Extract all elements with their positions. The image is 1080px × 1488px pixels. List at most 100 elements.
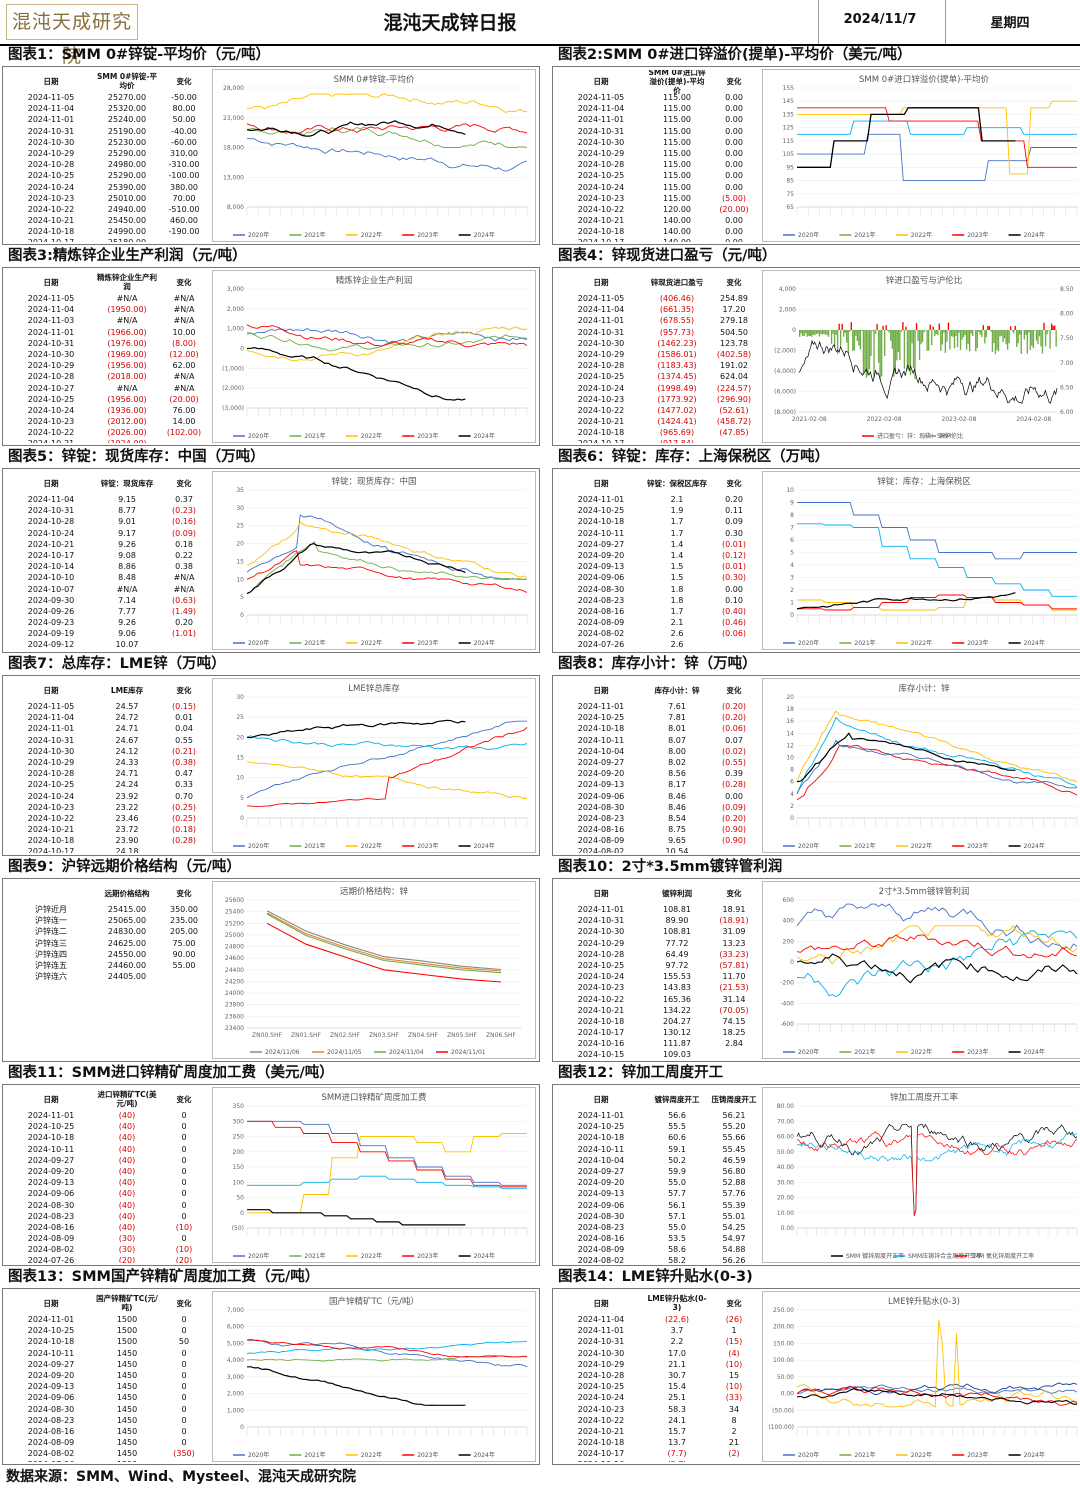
bar bbox=[1038, 330, 1041, 337]
table-row: 2024-07-26 2.6 bbox=[556, 639, 760, 650]
legend-label: 2024年 bbox=[1024, 639, 1045, 647]
table-cell: 2024-08-09 bbox=[577, 618, 625, 628]
table-cell: (1462.23) bbox=[657, 338, 697, 348]
table-cell: 55.66 bbox=[722, 1133, 746, 1143]
table-cell: 2024-10-18 bbox=[577, 1438, 625, 1448]
table-row: 2024-10-18 (40) 0 bbox=[6, 1132, 210, 1143]
table-cell: 2024-10-31 bbox=[27, 338, 75, 348]
data-table: 日期 SMM 0#进口锌溢价(提单)-平均价 变化 2024-11-05 115.00 0… bbox=[556, 70, 760, 242]
chart-area: 2寸*3.5mm镀锌管利润 600 400 200 0 -200 -400 -600 2020年… bbox=[762, 881, 1080, 1059]
table-cell: 55.01 bbox=[722, 1211, 746, 1221]
bar bbox=[990, 330, 992, 332]
table-row: 2024-10-31 2.2 (15) bbox=[556, 1336, 760, 1347]
table-cell: 2024-11-01 bbox=[577, 1326, 625, 1336]
table-row: 2024-10-17(917.84) bbox=[556, 438, 760, 443]
table-row: 2024-10-29 77.72 13.23 bbox=[556, 938, 760, 949]
table-row: 2024-11-04 115.00 0.00 bbox=[556, 103, 760, 114]
table-cell: 2024-10-31 bbox=[577, 916, 625, 926]
table-row: 2024-10-18 24990.00 -190.00 bbox=[6, 226, 210, 237]
table-cell: 1.4 bbox=[670, 539, 684, 549]
table-cell: 55.0 bbox=[668, 1178, 686, 1188]
bar bbox=[959, 330, 962, 350]
table-cell: 55.20 bbox=[722, 1122, 746, 1132]
table-cell: 2024-10-21 bbox=[6, 438, 96, 443]
y-tick-label: 23800 bbox=[225, 1002, 244, 1009]
table-row: 2024-10-11 1.7 0.30 bbox=[556, 528, 760, 539]
column-header: LME锌升贴水(0-3) bbox=[647, 1294, 707, 1312]
legend-label: 2023年 bbox=[967, 1451, 988, 1459]
bar bbox=[982, 325, 985, 330]
table-cell: (70.05) bbox=[719, 1005, 749, 1015]
table-row: 2024-08-02 1450 (350) bbox=[6, 1448, 210, 1459]
y-tick-label: 250.00 bbox=[773, 1307, 794, 1314]
table-cell: 沪锌连二 bbox=[35, 927, 67, 937]
table-cell: 2 bbox=[731, 1426, 737, 1436]
chart-svg: 锌加工周度开工率 80.00 70.00 60.00 50.00 40.00 30.00 20… bbox=[777, 1092, 1078, 1260]
y-tick-label: 600 bbox=[783, 897, 795, 904]
bar bbox=[952, 330, 954, 337]
table-cell: 2024-10-21 bbox=[27, 825, 75, 835]
table-cell: 56.21 bbox=[722, 1111, 746, 1120]
table-cell: 2024-10-21 bbox=[577, 1005, 625, 1015]
y-tick-label: 0 bbox=[792, 327, 796, 334]
bar bbox=[830, 330, 833, 344]
bar bbox=[839, 330, 842, 346]
table-row: 2024-10-30 24.12 (0.21) bbox=[6, 746, 210, 757]
table-cell: 2024-10-28 bbox=[27, 160, 75, 170]
table-cell: (350) bbox=[173, 1449, 195, 1459]
legend-label: 2022年 bbox=[911, 231, 932, 239]
chart-area: 国产锌精矿TC（元/吨） 7,000 6,000 5,000 4,000 3,000 2,0… bbox=[212, 1291, 536, 1462]
table-cell: 2.84 bbox=[725, 1039, 743, 1049]
bar bbox=[832, 330, 834, 334]
table-header: 日期 库存小计：锌 变化 bbox=[556, 679, 760, 701]
table-row: 2024-10-25 24.24 0.33 bbox=[6, 779, 210, 790]
y-tick-label: 25 bbox=[236, 523, 244, 530]
table-cell: 2024-10-29 bbox=[27, 757, 75, 767]
table-cell: 0.00 bbox=[725, 584, 743, 594]
table-cell: 2024-09-12 bbox=[27, 640, 75, 650]
table-cell: 1.4 bbox=[670, 550, 684, 560]
report-title: 混沌天成锌日报 bbox=[383, 12, 517, 34]
table-row: 2024-10-30 108.81 31.09 bbox=[556, 926, 760, 937]
table-row: 2024-10-21 9.26 0.18 bbox=[6, 539, 210, 550]
table-cell: 57.76 bbox=[722, 1189, 746, 1199]
table-cell: 115.00 bbox=[663, 126, 691, 136]
bar bbox=[1055, 330, 1057, 347]
table-cell: 0.22 bbox=[175, 550, 193, 560]
table-cell: 55.00 bbox=[172, 960, 196, 970]
legend-label: 2024年 bbox=[1024, 1048, 1045, 1056]
data-table: 远期价格结构 变化 沪锌近月 25415.00 350.00 沪锌连一 25065.00 23… bbox=[6, 882, 210, 1059]
y-tick-label: 70.00 bbox=[777, 1118, 794, 1125]
series-line bbox=[246, 1338, 528, 1358]
y-tick-label: 150.00 bbox=[773, 1340, 794, 1347]
table-row: 2024-10-30 115.00 0.00 bbox=[556, 137, 760, 148]
series-line bbox=[796, 934, 1078, 959]
y-tick-label: 10.00 bbox=[777, 1210, 794, 1217]
table-row: 2024-10-30 (1462.23) 123.78 bbox=[556, 338, 760, 349]
table-cell: 50 bbox=[178, 1337, 190, 1347]
table-row: 2024-10-17 9.08 0.22 bbox=[6, 550, 210, 561]
bar bbox=[874, 330, 877, 334]
table-cell: 8.00 bbox=[668, 746, 686, 756]
table-cell: 254.89 bbox=[720, 294, 748, 303]
table-row: 2024-08-30 57.1 55.01 bbox=[556, 1211, 760, 1222]
table-cell: (917.84) bbox=[646, 438, 708, 443]
table-cell: (1950.00) bbox=[107, 305, 147, 315]
table-cell: 7.77 bbox=[118, 606, 136, 616]
x-tick-label: ZN04.SHF bbox=[408, 1032, 438, 1039]
y-tick-label: (50.00) bbox=[772, 1407, 794, 1414]
table-cell: 2.2 bbox=[670, 1337, 684, 1347]
series-line bbox=[796, 1384, 1078, 1395]
column-header: 变化 bbox=[726, 478, 742, 488]
table-cell: 109.03 bbox=[663, 1050, 691, 1059]
table-cell: 25290.00 bbox=[107, 148, 147, 158]
table-cell: (0.20) bbox=[721, 702, 747, 711]
table-cell: (15) bbox=[725, 1337, 743, 1347]
table-cell: 8.02 bbox=[668, 757, 686, 767]
table-row: 2024-09-26 7.77 (1.49) bbox=[6, 606, 210, 617]
table-cell: 25415.00 bbox=[107, 905, 147, 914]
series-line bbox=[246, 138, 528, 172]
table-row: 2024-11-01 24.71 0.04 bbox=[6, 723, 210, 734]
table-cell: (965.69) bbox=[659, 428, 695, 438]
legend-label: 2022年 bbox=[911, 1048, 932, 1056]
